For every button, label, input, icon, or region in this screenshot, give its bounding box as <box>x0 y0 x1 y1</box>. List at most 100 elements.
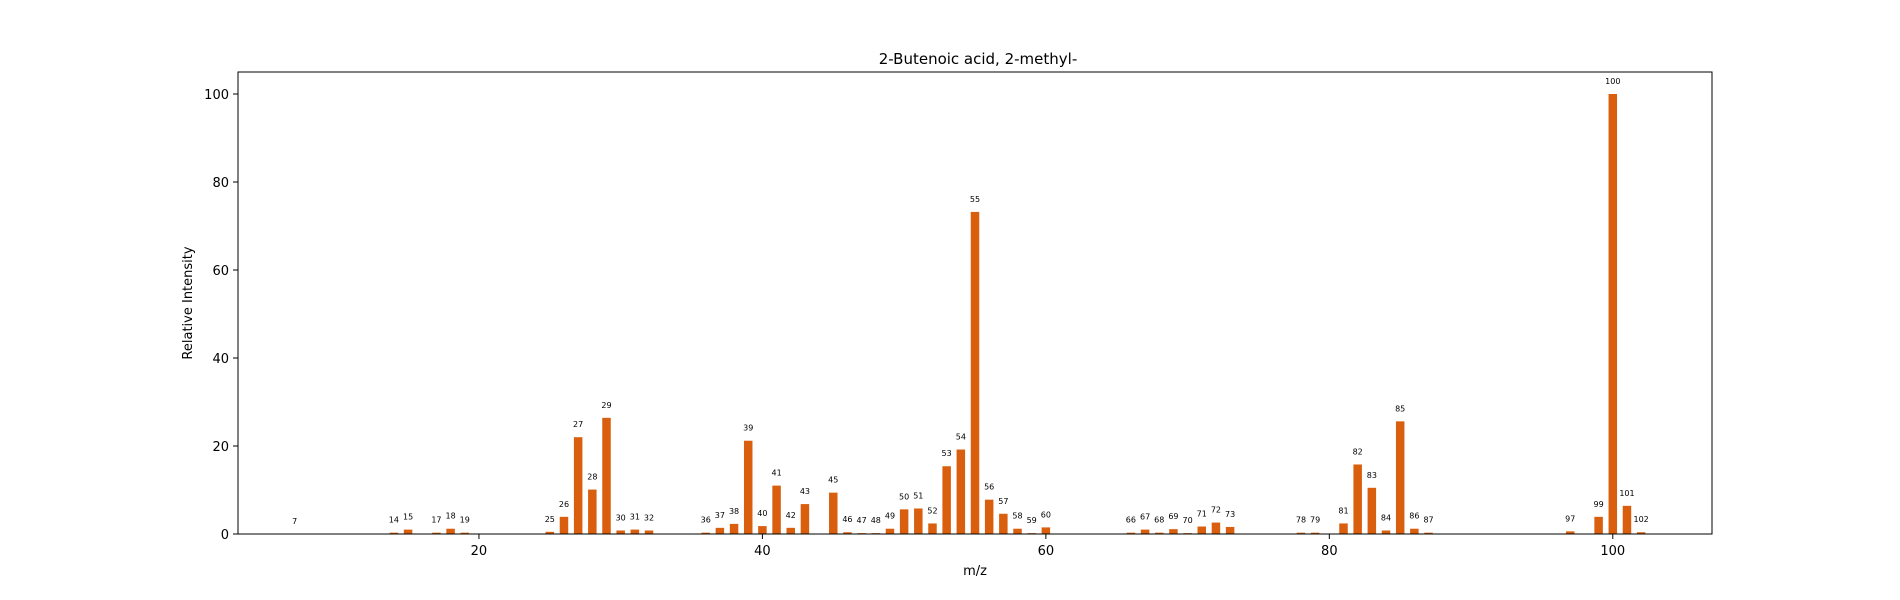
plot-frame <box>237 71 1713 535</box>
bar-mz-72 <box>1211 522 1221 534</box>
bar-label-mz-18: 18 <box>446 512 456 521</box>
bar-mz-97 <box>1566 531 1575 534</box>
bar-label-mz-39: 39 <box>743 424 753 433</box>
bar-label-mz-54: 54 <box>956 433 966 442</box>
bar-mz-46 <box>843 532 852 534</box>
bar-label-mz-51: 51 <box>913 491 923 500</box>
bar-label-mz-55: 55 <box>970 195 980 204</box>
bar-label-mz-19: 19 <box>460 516 470 525</box>
bar-mz-66 <box>1126 532 1136 534</box>
bar-label-mz-15: 15 <box>403 513 413 522</box>
bar-mz-69 <box>1169 529 1178 534</box>
bar-mz-58 <box>1013 528 1022 534</box>
bar-label-mz-99: 99 <box>1594 500 1604 509</box>
bar-label-mz-49: 49 <box>885 512 895 521</box>
bar-mz-37 <box>715 527 725 534</box>
bar-mz-31 <box>630 529 640 534</box>
bar-mz-54 <box>956 449 966 534</box>
bar-label-mz-41: 41 <box>771 469 781 478</box>
bar-label-mz-70: 70 <box>1183 516 1193 525</box>
bar-mz-15 <box>403 529 413 534</box>
bar-label-mz-85: 85 <box>1395 404 1405 413</box>
bar-mz-52 <box>928 523 937 534</box>
bar-label-mz-101: 101 <box>1619 489 1634 498</box>
bar-label-mz-45: 45 <box>828 476 838 485</box>
x-tick-label: 40 <box>754 544 771 559</box>
bar-mz-71 <box>1197 526 1207 534</box>
bar-label-mz-38: 38 <box>729 507 739 516</box>
bar-label-mz-57: 57 <box>998 497 1008 506</box>
bar-mz-36 <box>701 532 710 534</box>
bars-layer <box>290 94 1646 535</box>
y-tick-label: 60 <box>212 264 229 279</box>
bar-label-mz-72: 72 <box>1211 506 1221 515</box>
bar-label-mz-58: 58 <box>1012 512 1022 521</box>
bar-mz-17 <box>432 532 441 534</box>
bar-label-mz-26: 26 <box>559 500 569 509</box>
bar-label-mz-100: 100 <box>1605 77 1620 86</box>
bar-mz-45 <box>829 492 838 534</box>
bar-label-mz-86: 86 <box>1409 512 1419 521</box>
bar-mz-26 <box>559 516 569 534</box>
bar-mz-84 <box>1381 530 1391 534</box>
bar-label-mz-46: 46 <box>842 515 852 524</box>
bar-mz-85 <box>1395 421 1405 534</box>
bar-mz-50 <box>899 509 909 534</box>
bar-label-mz-36: 36 <box>701 516 711 525</box>
x-tick-label: 20 <box>471 544 488 559</box>
bar-label-mz-17: 17 <box>431 516 441 525</box>
bar-label-mz-59: 59 <box>1027 516 1037 525</box>
bar-mz-39 <box>743 440 753 534</box>
bar-label-mz-30: 30 <box>616 513 626 522</box>
bar-label-mz-56: 56 <box>984 483 994 492</box>
bar-mz-99 <box>1594 516 1603 534</box>
bar-mz-29 <box>602 417 611 534</box>
bar-label-mz-32: 32 <box>644 513 654 522</box>
bar-label-mz-25: 25 <box>545 515 555 524</box>
bar-mz-14 <box>389 532 399 534</box>
bar-mz-78 <box>1296 532 1306 534</box>
bar-mz-32 <box>644 530 654 534</box>
y-tick-label: 80 <box>212 176 229 191</box>
bar-mz-82 <box>1353 464 1362 534</box>
bar-label-mz-73: 73 <box>1225 510 1235 519</box>
bar-mz-30 <box>616 530 625 534</box>
bar-label-mz-50: 50 <box>899 492 909 501</box>
bar-mz-27 <box>573 437 583 534</box>
bar-mz-28 <box>588 489 597 534</box>
bar-label-mz-68: 68 <box>1154 516 1164 525</box>
y-axis-label: Relative Intensity <box>181 246 196 359</box>
bar-label-mz-37: 37 <box>715 511 725 520</box>
bar-mz-81 <box>1339 523 1348 534</box>
bar-label-mz-84: 84 <box>1381 513 1391 522</box>
bar-mz-56 <box>984 499 994 534</box>
bar-label-mz-14: 14 <box>389 516 399 525</box>
bar-label-mz-28: 28 <box>587 473 597 482</box>
x-tick-label: 80 <box>1321 544 1338 559</box>
y-tick-label: 20 <box>212 440 229 455</box>
bar-label-mz-48: 48 <box>871 516 881 525</box>
bar-label-mz-67: 67 <box>1140 513 1150 522</box>
x-axis-label: m/z <box>963 564 987 579</box>
bar-mz-100 <box>1608 94 1618 534</box>
bar-mz-67 <box>1140 529 1150 534</box>
x-tick-label: 60 <box>1038 544 1055 559</box>
bar-label-mz-79: 79 <box>1310 516 1320 525</box>
bar-label-mz-81: 81 <box>1338 506 1348 515</box>
bar-label-mz-82: 82 <box>1353 447 1363 456</box>
bar-mz-55 <box>970 211 980 535</box>
bar-label-mz-66: 66 <box>1126 516 1136 525</box>
bar-mz-83 <box>1367 487 1377 534</box>
bar-mz-87 <box>1424 532 1433 534</box>
plot-area: 7 14 15 17 18 19 25 26 27 28 29 30 31 32 36 37 38 39 40 41 4… <box>237 71 1713 535</box>
bar-mz-38 <box>729 523 739 534</box>
bar-label-mz-87: 87 <box>1423 516 1433 525</box>
bar-mz-43 <box>800 504 810 534</box>
bar-mz-60 <box>1041 527 1051 534</box>
bar-label-mz-69: 69 <box>1168 512 1178 521</box>
bar-label-mz-40: 40 <box>757 509 767 518</box>
bar-label-mz-31: 31 <box>630 513 640 522</box>
bar-label-mz-97: 97 <box>1565 514 1575 523</box>
bar-mz-18 <box>446 528 455 534</box>
